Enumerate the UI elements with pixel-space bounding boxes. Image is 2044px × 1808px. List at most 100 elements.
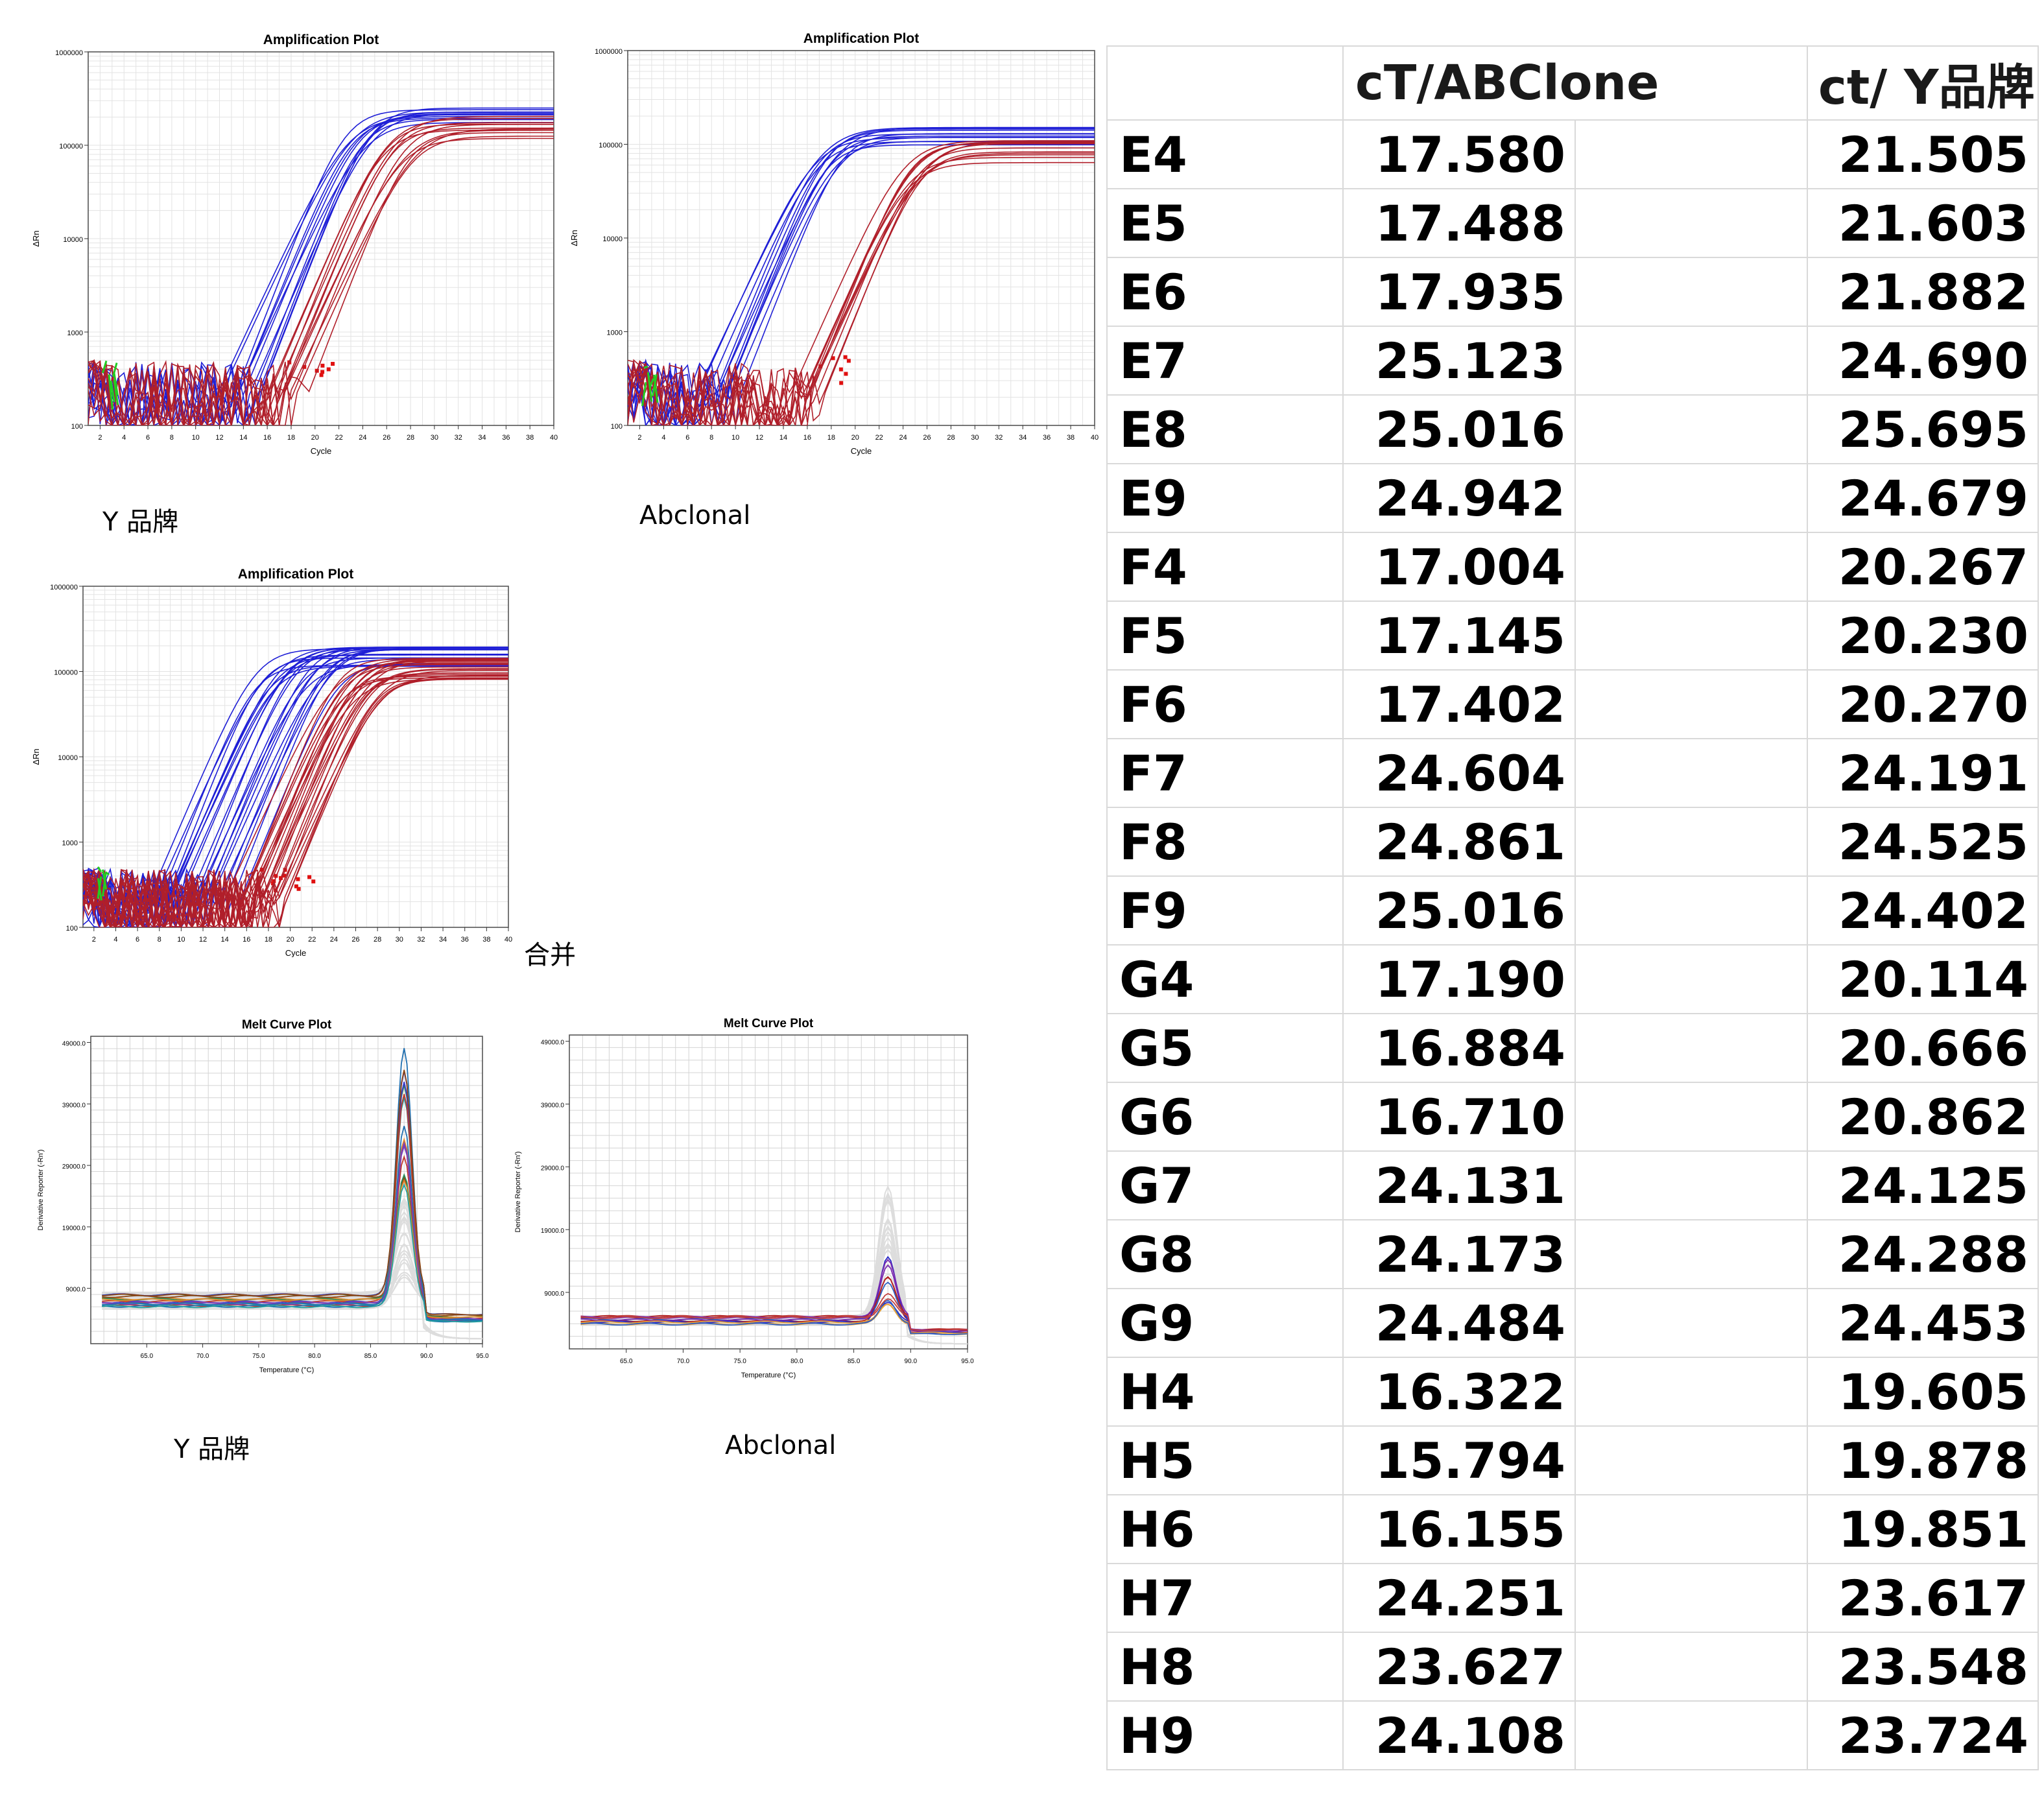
red-amplification-curve xyxy=(628,147,1095,425)
ct-abclone-cell: 15.794 xyxy=(1342,1425,1576,1495)
x-tick-label: 90.0 xyxy=(905,1358,918,1365)
well-id-cell: G8 xyxy=(1106,1219,1344,1289)
plot-title: Amplification Plot xyxy=(263,32,379,47)
y-tick-label: 49000.0 xyxy=(62,1040,86,1047)
x-tick-label: 90.0 xyxy=(420,1353,433,1360)
well-id-cell: H9 xyxy=(1106,1700,1344,1770)
ct-abclone-cell: 17.488 xyxy=(1342,188,1576,258)
ct-abclone-cell: 24.484 xyxy=(1342,1288,1576,1358)
amplification-curves xyxy=(88,107,554,425)
table-row: H6 16.155 19.851 xyxy=(1106,1494,2039,1564)
table-row: H4 16.322 19.605 xyxy=(1106,1357,2039,1427)
ct-marker xyxy=(274,874,278,878)
x-tick-label: 14 xyxy=(239,434,247,442)
empty-cell xyxy=(1575,1013,1808,1083)
grey-melt-curve xyxy=(580,1217,968,1345)
ct-marker xyxy=(282,874,287,878)
green-baseline-segment xyxy=(97,866,102,873)
ct-y-brand-cell: 20.270 xyxy=(1807,669,2039,739)
well-id-cell: F4 xyxy=(1106,532,1344,602)
red-amplification-curve xyxy=(83,674,508,927)
ct-abclone-cell: 17.580 xyxy=(1342,119,1576,189)
empty-cell xyxy=(1575,119,1808,189)
ct-marker xyxy=(307,875,312,879)
plot-title: Melt Curve Plot xyxy=(724,1017,814,1030)
x-tick-label: 4 xyxy=(661,434,665,442)
melt-curve xyxy=(102,1183,483,1323)
table-row: G9 24.484 24.453 xyxy=(1106,1288,2039,1358)
ct-abclone-cell: 25.123 xyxy=(1342,326,1576,396)
amplification-curves xyxy=(628,126,1095,425)
ct-marker xyxy=(320,363,325,368)
green-baseline-segment xyxy=(647,372,653,402)
x-tick-label: 38 xyxy=(1067,434,1075,442)
ct-y-brand-cell: 24.453 xyxy=(1807,1288,2039,1358)
ct-marker xyxy=(331,362,335,366)
x-tick-label: 95.0 xyxy=(961,1358,974,1365)
green-baseline-segment xyxy=(102,360,108,374)
red-amplification-curve xyxy=(83,670,508,927)
melt-curve xyxy=(580,1298,968,1331)
column-header-y-brand: ct/ Y品牌 xyxy=(1807,45,2039,121)
x-tick-label: 12 xyxy=(199,936,207,944)
green-baseline-segment xyxy=(641,382,647,407)
red-amplification-curve xyxy=(83,658,508,927)
x-tick-label: 65.0 xyxy=(620,1358,633,1365)
empty-cell xyxy=(1575,669,1808,739)
plot-frame xyxy=(90,1036,483,1344)
x-tick-label: 14 xyxy=(779,434,787,442)
y-tick-label: 100000 xyxy=(54,669,78,677)
x-tick-label: 26 xyxy=(351,936,359,944)
red-amplification-curve xyxy=(628,141,1095,425)
y-tick-label: 29000.0 xyxy=(62,1163,86,1171)
empty-cell xyxy=(1575,875,1808,946)
x-tick-label: 28 xyxy=(947,434,955,442)
x-tick-label: 16 xyxy=(243,936,250,944)
plot-frame xyxy=(569,1034,968,1350)
x-tick-label: 30 xyxy=(431,434,438,442)
x-tick-label: 2 xyxy=(98,434,102,442)
well-id-cell: G4 xyxy=(1106,944,1344,1014)
ct-y-brand-cell: 24.679 xyxy=(1807,463,2039,533)
ct-y-brand-cell: 21.882 xyxy=(1807,257,2039,327)
table-row: E4 17.580 21.505 xyxy=(1106,119,2039,189)
table-header-blank xyxy=(1106,45,1344,121)
y-axis-label: ΔRn xyxy=(569,230,579,246)
x-tick-label: 26 xyxy=(923,434,931,442)
red-amplification-curve xyxy=(88,117,554,425)
ct-marker xyxy=(843,355,848,359)
ct-abclone-cell: 24.131 xyxy=(1342,1150,1576,1220)
y-tick-label: 9000.0 xyxy=(544,1291,564,1298)
red-amplification-curve xyxy=(83,660,508,927)
x-tick-label: 65.0 xyxy=(141,1353,154,1360)
green-baseline-segment xyxy=(652,374,659,403)
ct-abclone-cell: 17.935 xyxy=(1342,257,1576,327)
x-tick-label: 24 xyxy=(359,434,366,442)
y-tick-label: 10000 xyxy=(58,754,78,762)
well-id-cell: H7 xyxy=(1106,1563,1344,1633)
ct-marker xyxy=(296,877,300,881)
y-tick-label: 39000.0 xyxy=(541,1102,565,1109)
red-amplification-curve xyxy=(88,130,554,425)
empty-cell xyxy=(1575,944,1808,1014)
blue-amplification-curve xyxy=(83,647,508,927)
red-amplification-curve xyxy=(83,660,508,927)
red-amplification-curve xyxy=(83,678,508,927)
x-tick-label: 32 xyxy=(417,936,425,944)
x-tick-label: 40 xyxy=(505,936,512,944)
x-tick-label: 80.0 xyxy=(308,1353,321,1360)
green-baseline-segment xyxy=(113,372,119,396)
red-amplification-curve xyxy=(88,115,554,425)
well-id-cell: E8 xyxy=(1106,394,1344,464)
empty-cell xyxy=(1575,394,1808,464)
blue-amplification-curve xyxy=(628,129,1095,425)
table-row: G8 24.173 24.288 xyxy=(1106,1219,2039,1289)
ct-marker xyxy=(320,370,325,374)
ct-abclone-cell: 25.016 xyxy=(1342,875,1576,946)
amplification-curves xyxy=(83,647,508,927)
well-id-cell: G9 xyxy=(1106,1288,1344,1358)
red-amplification-curve xyxy=(83,662,508,927)
table-row: H8 23.627 23.548 xyxy=(1106,1632,2039,1702)
ct-marker xyxy=(294,884,298,888)
ct-marker xyxy=(326,367,331,372)
